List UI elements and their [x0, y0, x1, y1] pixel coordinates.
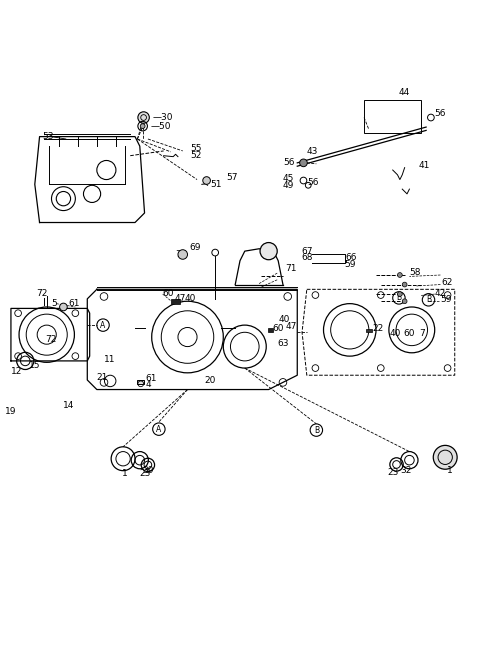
Text: 4: 4 [145, 381, 151, 389]
Text: 39: 39 [142, 466, 154, 475]
Bar [364, 100, 421, 133]
Bar [366, 329, 372, 332]
Text: 61: 61 [145, 374, 157, 383]
Polygon shape [35, 137, 144, 223]
Circle shape [203, 177, 210, 184]
Text: 68: 68 [301, 253, 312, 262]
Text: 12: 12 [11, 367, 22, 377]
Text: 5: 5 [51, 299, 57, 308]
Text: 14: 14 [63, 401, 75, 410]
Circle shape [140, 124, 145, 128]
Text: 49: 49 [283, 181, 294, 190]
Text: 7: 7 [420, 329, 425, 338]
Polygon shape [11, 309, 90, 361]
Text: 69: 69 [189, 243, 201, 252]
Text: 52: 52 [190, 151, 201, 160]
Text: —30: —30 [152, 113, 173, 122]
Text: 43: 43 [307, 147, 318, 157]
Text: 72: 72 [45, 335, 57, 345]
Text: 60: 60 [273, 324, 284, 333]
Text: 40: 40 [279, 315, 290, 324]
Text: 1: 1 [447, 466, 453, 475]
Bar [171, 299, 180, 304]
Circle shape [260, 242, 277, 260]
Bar [137, 380, 144, 384]
Circle shape [397, 272, 402, 277]
Text: 11: 11 [104, 356, 116, 364]
Text: 56: 56 [283, 159, 294, 168]
Text: 72: 72 [36, 289, 47, 297]
Text: 19: 19 [5, 407, 17, 417]
Text: 42: 42 [435, 289, 446, 297]
Text: —50: —50 [151, 122, 171, 130]
Text: A: A [156, 424, 161, 434]
Text: 59: 59 [441, 295, 452, 305]
Circle shape [60, 303, 67, 310]
Bar [268, 328, 274, 332]
Text: 60: 60 [404, 329, 415, 338]
Circle shape [178, 250, 188, 259]
Text: 1: 1 [121, 468, 127, 477]
Polygon shape [302, 290, 455, 375]
Circle shape [397, 291, 402, 297]
Text: 71: 71 [285, 265, 297, 273]
Text: B: B [314, 426, 319, 435]
Text: 57: 57 [227, 173, 238, 181]
Text: 47: 47 [175, 294, 186, 303]
Text: 62: 62 [442, 278, 453, 287]
Text: 66: 66 [345, 253, 357, 262]
Polygon shape [87, 290, 297, 390]
Text: 45: 45 [283, 174, 294, 183]
Text: 23: 23 [387, 468, 398, 477]
Text: 56: 56 [435, 109, 446, 118]
Text: A: A [100, 320, 106, 329]
Text: 58: 58 [409, 268, 421, 277]
Text: 32: 32 [400, 466, 412, 475]
Text: 55: 55 [190, 144, 202, 153]
Text: B: B [426, 295, 431, 305]
Text: 40: 40 [389, 329, 401, 338]
Text: 23: 23 [139, 468, 150, 477]
Text: 63: 63 [277, 339, 289, 348]
Text: 56: 56 [307, 178, 318, 187]
Text: 41: 41 [419, 160, 431, 170]
Text: 20: 20 [204, 377, 216, 385]
Text: 61: 61 [68, 299, 80, 308]
Circle shape [300, 159, 307, 166]
Text: 21: 21 [96, 373, 107, 382]
Text: 22: 22 [372, 324, 384, 333]
Circle shape [138, 112, 149, 123]
Text: 51: 51 [210, 180, 221, 189]
Circle shape [402, 282, 407, 287]
Text: B: B [396, 293, 401, 303]
Circle shape [402, 299, 407, 304]
Text: 67: 67 [301, 247, 312, 255]
Text: 44: 44 [399, 88, 410, 98]
Text: 15: 15 [29, 361, 41, 370]
Text: 59: 59 [344, 260, 356, 269]
Text: 47: 47 [286, 322, 297, 331]
Text: 53: 53 [42, 132, 53, 141]
Text: 60: 60 [162, 289, 174, 297]
Text: 40: 40 [185, 294, 196, 303]
Text: 70: 70 [176, 250, 187, 259]
Circle shape [433, 445, 457, 469]
